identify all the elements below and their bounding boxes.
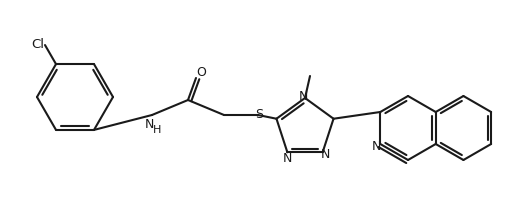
Text: N: N bbox=[144, 117, 154, 130]
Text: H: H bbox=[153, 125, 161, 135]
Text: N: N bbox=[298, 90, 308, 103]
Text: N: N bbox=[282, 152, 292, 165]
Text: Cl: Cl bbox=[32, 38, 45, 51]
Text: N: N bbox=[321, 148, 330, 161]
Text: S: S bbox=[255, 107, 263, 121]
Text: O: O bbox=[196, 66, 206, 79]
Text: N: N bbox=[372, 140, 381, 153]
